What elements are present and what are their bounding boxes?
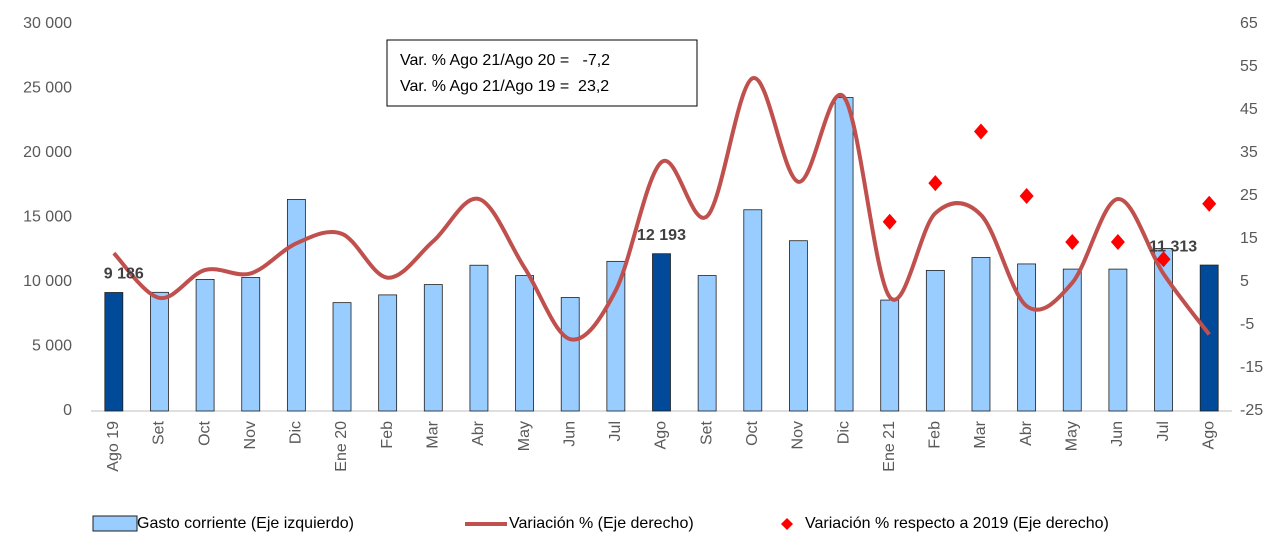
y-tick-label: 20 000 bbox=[23, 144, 72, 161]
y2-tick-label: -25 bbox=[1240, 402, 1263, 419]
marker bbox=[928, 175, 943, 192]
y-tick-label: 5 000 bbox=[32, 338, 72, 355]
bar bbox=[423, 284, 443, 412]
bar bbox=[378, 294, 398, 412]
bar bbox=[834, 97, 854, 412]
bar bbox=[332, 302, 352, 412]
x-tick-label: Dic bbox=[288, 421, 305, 444]
x-tick-label: May bbox=[516, 421, 533, 451]
y2-tick-label: 65 bbox=[1240, 15, 1258, 32]
x-tick-label: Abr bbox=[1018, 420, 1035, 446]
bar bbox=[652, 253, 671, 412]
bar bbox=[1154, 248, 1173, 412]
x-tick-label: Jul bbox=[1155, 421, 1172, 441]
bar bbox=[971, 257, 991, 412]
bar bbox=[195, 279, 215, 412]
x-tick-label: Jun bbox=[561, 421, 578, 447]
bar bbox=[515, 275, 534, 412]
marker bbox=[1202, 195, 1217, 212]
x-tick-label: Jul bbox=[607, 421, 624, 441]
y2-tick-label: 35 bbox=[1240, 144, 1258, 161]
legend-swatch bbox=[781, 518, 793, 530]
x-tick-label: Ago bbox=[1200, 421, 1217, 450]
y2-tick-label: 25 bbox=[1240, 187, 1258, 204]
y2-tick-label: 15 bbox=[1240, 230, 1258, 247]
y-tick-label: 0 bbox=[63, 402, 72, 419]
x-tick-label: Set bbox=[698, 420, 715, 445]
x-tick-label: Feb bbox=[927, 421, 944, 449]
x-tick-label: Dic bbox=[835, 421, 852, 444]
bar bbox=[150, 291, 169, 412]
y2-tick-label: 55 bbox=[1240, 58, 1258, 75]
x-tick-label: Mar bbox=[425, 420, 442, 448]
y-tick-label: 10 000 bbox=[23, 273, 72, 290]
bar bbox=[743, 209, 763, 412]
legend-swatch bbox=[92, 515, 138, 532]
x-tick-label: Feb bbox=[379, 421, 396, 449]
legend-label: Gasto corriente (Eje izquierdo) bbox=[137, 515, 354, 532]
x-tick-label: Nov bbox=[790, 421, 807, 449]
y2-tick-label: -15 bbox=[1240, 359, 1263, 376]
bar bbox=[286, 199, 306, 412]
y2-tick-label: -5 bbox=[1240, 316, 1254, 333]
x-tick-label: Set bbox=[151, 420, 168, 445]
x-tick-label: Abr bbox=[470, 420, 487, 446]
y2-tick-label: 45 bbox=[1240, 101, 1258, 118]
x-tick-label: May bbox=[1063, 421, 1080, 451]
line bbox=[112, 76, 1211, 342]
bar bbox=[1062, 268, 1082, 412]
annotation: Var. % Ago 21/Ago 20 = -7,2 bbox=[400, 52, 610, 69]
annotation: Var. % Ago 21/Ago 19 = 23,2 bbox=[400, 78, 609, 95]
bar bbox=[469, 264, 489, 412]
y-tick-label: 15 000 bbox=[23, 209, 72, 226]
legend-label: Variación % (Eje derecho) bbox=[509, 515, 694, 532]
y-tick-label: 25 000 bbox=[23, 80, 72, 97]
bar bbox=[789, 240, 808, 412]
y2-tick-label: 5 bbox=[1240, 273, 1249, 290]
x-tick-label: Ago 19 bbox=[105, 421, 122, 472]
x-tick-label: Ago bbox=[653, 421, 670, 450]
marker bbox=[1065, 234, 1080, 251]
bar bbox=[241, 277, 261, 412]
marker bbox=[882, 213, 897, 230]
bar bbox=[606, 260, 626, 412]
data-label: 9 186 bbox=[104, 266, 144, 283]
x-tick-label: Ene 21 bbox=[881, 421, 898, 472]
x-tick-label: Jun bbox=[1109, 421, 1126, 447]
bar bbox=[880, 299, 900, 412]
bar bbox=[1108, 268, 1128, 412]
data-label: 12 193 bbox=[637, 227, 686, 244]
x-tick-label: Oct bbox=[196, 420, 213, 445]
marker bbox=[1156, 251, 1171, 268]
bar bbox=[1017, 263, 1037, 412]
x-tick-label: Ene 20 bbox=[333, 421, 350, 472]
bar bbox=[697, 275, 717, 412]
bar bbox=[1199, 264, 1219, 412]
bar bbox=[560, 297, 580, 412]
y-tick-label: 30 000 bbox=[23, 15, 72, 32]
bar bbox=[104, 292, 124, 412]
marker bbox=[1110, 234, 1125, 251]
x-tick-label: Oct bbox=[744, 420, 761, 445]
x-tick-label: Mar bbox=[972, 420, 989, 448]
annotation-box bbox=[386, 39, 698, 107]
bar bbox=[925, 269, 945, 412]
marker bbox=[1019, 188, 1034, 204]
legend-label: Variación % respecto a 2019 (Eje derecho… bbox=[805, 515, 1109, 532]
data-label: 11 313 bbox=[1149, 238, 1197, 255]
marker bbox=[973, 123, 988, 140]
x-tick-label: Nov bbox=[242, 421, 259, 449]
